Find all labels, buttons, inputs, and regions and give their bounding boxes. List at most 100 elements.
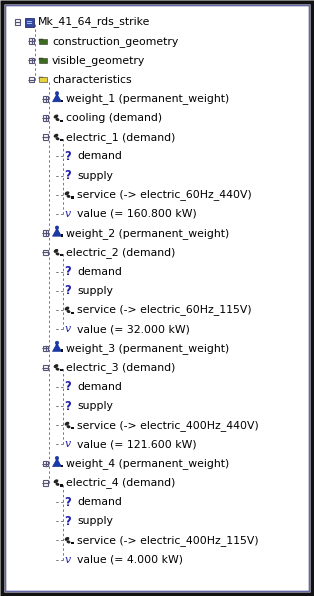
Ellipse shape: [56, 483, 59, 486]
Text: supply: supply: [77, 516, 113, 526]
Text: demand: demand: [77, 151, 122, 162]
Bar: [43, 365, 48, 370]
Circle shape: [55, 341, 59, 344]
Bar: [29, 58, 34, 63]
Bar: [60, 254, 62, 256]
Ellipse shape: [67, 195, 70, 198]
Text: value (= 160.800 kW): value (= 160.800 kW): [77, 209, 197, 219]
Bar: [60, 369, 62, 371]
Text: electric_2 (demand): electric_2 (demand): [66, 247, 176, 258]
Text: electric_3 (demand): electric_3 (demand): [66, 362, 176, 373]
Text: demand: demand: [77, 497, 122, 507]
Bar: [61, 234, 63, 237]
Ellipse shape: [54, 249, 58, 253]
Text: value (= 4.000 kW): value (= 4.000 kW): [77, 555, 183, 564]
Bar: [29, 77, 34, 82]
Text: weight_4 (permanent_weight): weight_4 (permanent_weight): [66, 458, 229, 469]
Ellipse shape: [67, 310, 70, 313]
Polygon shape: [52, 94, 62, 102]
Text: value (= 121.600 kW): value (= 121.600 kW): [77, 439, 197, 449]
Bar: [71, 312, 73, 314]
Bar: [39, 39, 47, 44]
Bar: [39, 39, 43, 41]
Bar: [61, 465, 63, 467]
Text: weight_1 (permanent_weight): weight_1 (permanent_weight): [66, 94, 229, 104]
Bar: [71, 427, 73, 429]
Text: Mk_41_64_rds_strike: Mk_41_64_rds_strike: [38, 17, 150, 27]
Text: value (= 32.000 kW): value (= 32.000 kW): [77, 324, 190, 334]
Polygon shape: [52, 228, 62, 236]
Ellipse shape: [65, 191, 69, 195]
Text: demand: demand: [77, 266, 122, 277]
Text: supply: supply: [77, 286, 113, 296]
Polygon shape: [52, 458, 62, 467]
Text: service (-> electric_400Hz_440V): service (-> electric_400Hz_440V): [77, 420, 259, 431]
Text: cooling (demand): cooling (demand): [66, 113, 162, 123]
Text: electric_4 (demand): electric_4 (demand): [66, 477, 176, 488]
Bar: [43, 115, 48, 121]
Polygon shape: [52, 343, 62, 352]
Bar: [43, 96, 48, 101]
Text: construction_geometry: construction_geometry: [52, 36, 178, 46]
Text: weight_3 (permanent_weight): weight_3 (permanent_weight): [66, 343, 229, 354]
Circle shape: [55, 92, 59, 95]
Bar: [29, 39, 34, 44]
Text: supply: supply: [77, 401, 113, 411]
Bar: [43, 346, 48, 351]
Ellipse shape: [56, 252, 59, 256]
Text: ?: ?: [65, 150, 71, 163]
Bar: [60, 485, 62, 486]
Ellipse shape: [54, 479, 58, 483]
Text: electric_1 (demand): electric_1 (demand): [66, 132, 176, 142]
Text: ?: ?: [65, 380, 71, 393]
Text: service (-> electric_400Hz_115V): service (-> electric_400Hz_115V): [77, 535, 259, 546]
Bar: [24, 17, 34, 26]
Ellipse shape: [56, 368, 59, 371]
Ellipse shape: [65, 306, 69, 311]
Text: ?: ?: [65, 399, 71, 412]
Bar: [60, 139, 62, 141]
Bar: [43, 480, 48, 486]
Ellipse shape: [67, 425, 70, 429]
Circle shape: [55, 226, 59, 229]
Ellipse shape: [65, 422, 69, 426]
Text: weight_2 (permanent_weight): weight_2 (permanent_weight): [66, 228, 229, 238]
Text: v: v: [65, 439, 71, 449]
Text: characteristics: characteristics: [52, 74, 132, 85]
Text: ?: ?: [65, 284, 71, 297]
Ellipse shape: [54, 364, 58, 368]
Bar: [43, 250, 48, 255]
Bar: [61, 100, 63, 103]
Text: v: v: [65, 324, 71, 334]
Bar: [39, 77, 43, 79]
Bar: [60, 120, 62, 122]
Text: service (-> electric_60Hz_115V): service (-> electric_60Hz_115V): [77, 305, 252, 315]
Text: ?: ?: [65, 515, 71, 527]
Bar: [43, 135, 48, 140]
Bar: [15, 19, 20, 25]
Text: ?: ?: [65, 169, 71, 182]
Bar: [71, 196, 73, 198]
Bar: [39, 58, 47, 63]
Text: service (-> electric_60Hz_440V): service (-> electric_60Hz_440V): [77, 190, 252, 200]
Text: supply: supply: [77, 170, 113, 181]
Polygon shape: [30, 17, 34, 20]
Text: v: v: [65, 209, 71, 219]
Ellipse shape: [65, 537, 69, 541]
Ellipse shape: [56, 137, 59, 140]
Ellipse shape: [56, 118, 59, 121]
Text: ?: ?: [65, 495, 71, 508]
Bar: [43, 231, 48, 236]
Bar: [39, 77, 47, 82]
Circle shape: [55, 457, 59, 460]
Bar: [61, 349, 63, 352]
Ellipse shape: [67, 541, 70, 544]
Text: v: v: [65, 555, 71, 564]
Bar: [43, 461, 48, 466]
Text: ?: ?: [65, 265, 71, 278]
Ellipse shape: [54, 134, 58, 138]
Ellipse shape: [54, 114, 58, 119]
Text: demand: demand: [77, 382, 122, 392]
Bar: [71, 542, 73, 544]
Text: visible_geometry: visible_geometry: [52, 55, 145, 66]
